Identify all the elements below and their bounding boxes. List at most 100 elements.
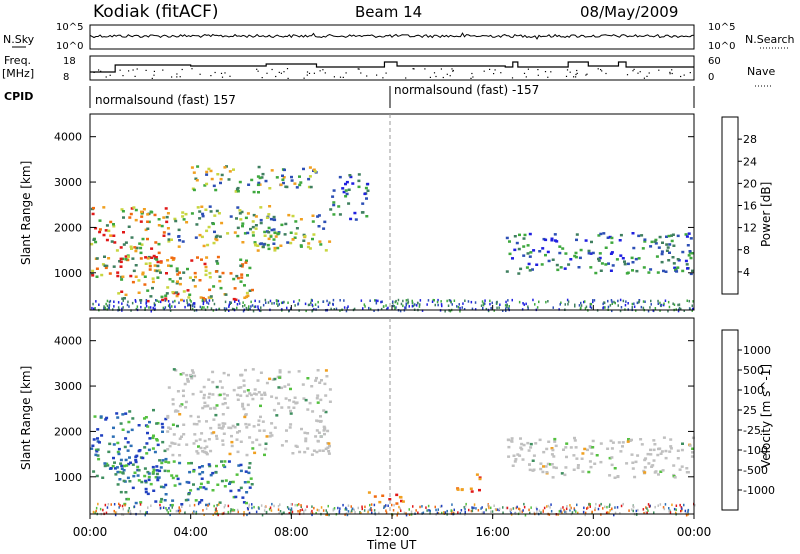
- echo-cell: [505, 300, 507, 304]
- echo-cell: [261, 513, 264, 517]
- echo-cell: [155, 299, 157, 302]
- echo-cell: [118, 260, 122, 263]
- echo-cell: [375, 302, 378, 305]
- echo-cell: [308, 175, 312, 178]
- echo-cell: [275, 176, 279, 179]
- echo-cell: [94, 453, 98, 457]
- echo-cell: [289, 241, 293, 245]
- echo-cell: [610, 447, 614, 450]
- echo-cell: [226, 406, 230, 409]
- echo-cell: [288, 399, 291, 402]
- echo-cell: [211, 370, 215, 374]
- echo-cell: [468, 508, 470, 512]
- echo-cell: [184, 305, 186, 309]
- echo-cell: [224, 309, 227, 312]
- echo-cell: [553, 440, 557, 443]
- echo-cell: [464, 505, 467, 508]
- echo-cell: [324, 249, 328, 252]
- echo-cell: [242, 501, 246, 504]
- echo-cell: [265, 511, 268, 514]
- echo-cell: [200, 307, 203, 311]
- echo-cell: [326, 511, 328, 514]
- echo-cell: [205, 503, 208, 507]
- echo-cell: [179, 509, 182, 513]
- echo-cell: [167, 304, 170, 307]
- echo-cell: [116, 271, 120, 274]
- echo-cell: [288, 512, 290, 515]
- echo-cell: [578, 304, 581, 307]
- echo-cell: [622, 299, 625, 303]
- echo-cell: [209, 169, 213, 173]
- nave-dot: [98, 69, 100, 71]
- echo-cell: [118, 502, 120, 506]
- echo-cell: [92, 510, 95, 514]
- echo-cell: [192, 483, 195, 486]
- echo-cell: [383, 505, 386, 508]
- echo-cell: [683, 309, 685, 312]
- echo-cell: [198, 210, 202, 213]
- nave-dot: [287, 77, 289, 79]
- echo-cell: [98, 441, 101, 444]
- echo-cell: [610, 299, 613, 302]
- echo-cell: [247, 466, 251, 469]
- nave-dot: [128, 70, 130, 72]
- nave-dot: [575, 73, 577, 76]
- echo-cell: [540, 263, 544, 266]
- echo-cell: [590, 452, 594, 455]
- echo-cell: [181, 372, 185, 375]
- echo-cell: [185, 221, 189, 224]
- echo-cell: [112, 223, 115, 226]
- echo-cell: [632, 509, 634, 513]
- nave-dot: [366, 75, 368, 77]
- echo-cell: [617, 304, 619, 307]
- echo-cell: [550, 239, 554, 242]
- echo-cell: [125, 497, 129, 501]
- echo-cell: [425, 506, 427, 509]
- echo-cell: [332, 302, 334, 306]
- echo-cell: [583, 300, 585, 304]
- echo-cell: [205, 445, 209, 448]
- echo-cell: [638, 300, 640, 303]
- echo-cell: [165, 507, 167, 510]
- echo-cell: [671, 256, 675, 259]
- echo-cell: [464, 513, 466, 516]
- echo-cell: [141, 273, 145, 276]
- echo-cell: [523, 303, 525, 306]
- echo-cell: [98, 303, 100, 306]
- echo-cell: [559, 303, 561, 306]
- echo-cell: [269, 217, 273, 221]
- echo-cell: [183, 299, 185, 303]
- echo-cell: [130, 428, 134, 432]
- nave-dot: [429, 76, 431, 78]
- echo-cell: [256, 175, 260, 178]
- echo-cell: [300, 505, 302, 508]
- echo-cell: [370, 503, 373, 506]
- echo-cell: [308, 247, 312, 250]
- echo-cell: [168, 507, 170, 510]
- echo-cell: [156, 443, 160, 447]
- echo-cell: [319, 398, 323, 402]
- nave-dot: [648, 72, 650, 74]
- echo-cell: [498, 507, 501, 511]
- echo-cell: [205, 170, 209, 174]
- echo-cell: [451, 503, 453, 506]
- echo-cell: [304, 439, 308, 443]
- echo-cell: [590, 306, 593, 310]
- echo-cell: [634, 257, 638, 261]
- echo-cell: [311, 237, 314, 241]
- echo-cell: [665, 243, 669, 246]
- echo-cell: [144, 481, 148, 484]
- echo-cell: [181, 240, 185, 243]
- echo-cell: [259, 218, 263, 222]
- echo-cell: [354, 218, 358, 221]
- echo-cell: [207, 463, 211, 466]
- echo-cell: [471, 506, 473, 509]
- echo-cell: [264, 442, 268, 445]
- echo-cell: [116, 416, 120, 419]
- echo-cell: [109, 234, 113, 237]
- echo-cell: [587, 506, 589, 509]
- echo-cell: [290, 307, 292, 310]
- echo-cell: [127, 420, 131, 424]
- colorbar-tick-label: 100: [743, 384, 764, 397]
- echo-cell: [152, 408, 155, 412]
